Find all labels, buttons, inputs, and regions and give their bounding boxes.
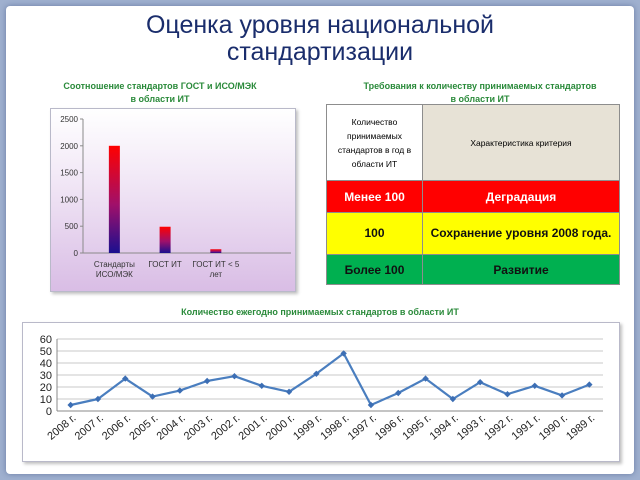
bar-y-tick-label: 0 <box>74 249 79 258</box>
bar-chart-title-line2: в области ИТ <box>130 94 190 104</box>
table-row: Более 100 Развитие <box>326 254 620 285</box>
table-cell-characteristic: Деградация <box>422 180 620 213</box>
line-x-tick-label: 2007 г. <box>73 412 106 443</box>
line-point <box>422 375 429 382</box>
line-x-tick-label: 1999 г. <box>291 412 324 443</box>
bar-chart: 0 500 1000 1500 2000 2500 Стандарты ИСО/МЭК ГОСТ… <box>60 115 291 279</box>
line-point <box>531 382 538 389</box>
line-y-tick-label: 0 <box>46 406 52 418</box>
line-point <box>258 382 265 389</box>
line-point <box>176 387 184 394</box>
slide-title-line2: стандартизации <box>226 38 414 66</box>
bar-category-label: Стандарты ИСО/МЭК <box>94 260 135 279</box>
table-cell-quantity: Более 100 <box>326 254 423 285</box>
bar <box>210 249 222 253</box>
line-point <box>449 395 457 403</box>
line-point <box>558 392 566 399</box>
bar-category-label: ГОСТ ИТ < 5 лет <box>192 260 239 279</box>
bar-chart-title: Соотношение стандартов ГОСТ и ИСО/МЭК в … <box>40 80 280 106</box>
line-y-tick-label: 50 <box>40 346 52 358</box>
line-point <box>313 370 320 377</box>
line-point <box>395 389 402 397</box>
line-series <box>70 352 590 407</box>
line-x-tick-label: 1998 г. <box>318 412 351 443</box>
table-header-row: Количество принимаемых стандартов в год … <box>326 104 620 181</box>
line-x-tick-label: 2005 г. <box>127 412 160 443</box>
header-quantity-line2: принимаемых <box>346 130 403 141</box>
table-header-characteristic: Характеристика критерия <box>422 104 620 181</box>
line-x-tick-label: 2001 г. <box>236 412 269 443</box>
requirements-table-title: Требования к количеству принимаемых стан… <box>330 80 630 106</box>
bar-y-tick-label: 500 <box>65 222 79 231</box>
line-x-tick-label: 1997 г. <box>346 412 379 443</box>
requirements-table-title-line2: в области ИТ <box>450 94 510 104</box>
table-cell-quantity: 100 <box>326 212 423 255</box>
line-x-tick-label: 2000 г. <box>264 412 297 443</box>
table-row: Менее 100 Деградация <box>326 180 620 213</box>
slide-title: Оценка уровня национальной стандартизаци… <box>0 12 640 66</box>
line-point <box>149 393 156 400</box>
header-quantity-line3: стандартов в год в <box>337 144 412 155</box>
line-point <box>476 379 484 386</box>
line-x-tick-label: 1993 г. <box>455 412 488 443</box>
bar <box>159 226 171 253</box>
bar-y-tick-label: 2000 <box>60 142 78 151</box>
line-y-tick-label: 30 <box>40 370 52 382</box>
line-point <box>586 381 593 388</box>
line-y-tick-label: 60 <box>40 334 52 346</box>
line-x-tick-label: 1991 г. <box>509 412 542 443</box>
line-chart-title: Количество ежегодно принимаемых стандарт… <box>181 307 459 317</box>
requirements-table: Количество принимаемых стандартов в год … <box>326 104 620 285</box>
bar-y-tick-label: 2500 <box>60 115 78 124</box>
line-x-tick-label: 2002 г. <box>209 412 242 443</box>
bar-chart-title-line1: Соотношение стандартов ГОСТ и ИСО/МЭК <box>63 81 257 91</box>
line-point <box>285 388 293 395</box>
bar-category-label: ГОСТ ИТ <box>148 260 181 269</box>
bar-y-tick-label: 1000 <box>60 195 78 204</box>
line-x-tick-label: 1995 г. <box>400 412 433 443</box>
line-y-tick-label: 10 <box>40 394 52 406</box>
table-cell-characteristic: Сохранение уровня 2008 года. <box>422 212 620 255</box>
line-x-tick-label: 1996 г. <box>373 412 406 443</box>
line-x-tick-label: 1994 г. <box>428 412 461 443</box>
line-chart-frame: 0 10 20 30 40 50 60 2008 г. 2007 г. 2006 г. 2005 г… <box>22 322 620 462</box>
bar <box>108 145 120 253</box>
line-point <box>203 377 211 385</box>
table-cell-characteristic: Развитие <box>422 254 620 285</box>
requirements-table-title-line1: Требования к количеству принимаемых стан… <box>363 81 597 91</box>
line-point <box>122 375 129 382</box>
line-y-tick-label: 20 <box>40 382 52 394</box>
line-point <box>367 401 375 409</box>
table-cell-quantity: Менее 100 <box>326 180 423 213</box>
line-y-tick-label: 40 <box>40 358 52 370</box>
line-point <box>67 401 74 409</box>
line-x-tick-label: 2004 г. <box>155 412 188 443</box>
bar-chart-frame: 0 500 1000 1500 2000 2500 Стандарты ИСО/МЭК ГОСТ… <box>50 108 296 292</box>
line-point <box>504 391 511 398</box>
line-x-tick-label: 2003 г. <box>182 412 215 443</box>
table-row: 100 Сохранение уровня 2008 года. <box>326 212 620 255</box>
header-quantity-line4: области ИТ <box>351 158 398 169</box>
slide-title-line1: Оценка уровня национальной <box>145 11 495 39</box>
line-point <box>94 395 102 403</box>
bar-y-tick-label: 1500 <box>60 169 78 178</box>
header-quantity-line1: Количество <box>351 116 398 127</box>
line-x-tick-label: 1990 г. <box>537 412 570 443</box>
line-x-tick-label: 1992 г. <box>482 412 515 443</box>
line-point <box>231 373 238 380</box>
line-x-tick-label: 1989 г. <box>564 412 597 443</box>
table-header-quantity: Количество принимаемых стандартов в год … <box>326 104 423 181</box>
line-x-tick-label: 2006 г. <box>100 412 133 443</box>
line-point <box>340 350 347 357</box>
